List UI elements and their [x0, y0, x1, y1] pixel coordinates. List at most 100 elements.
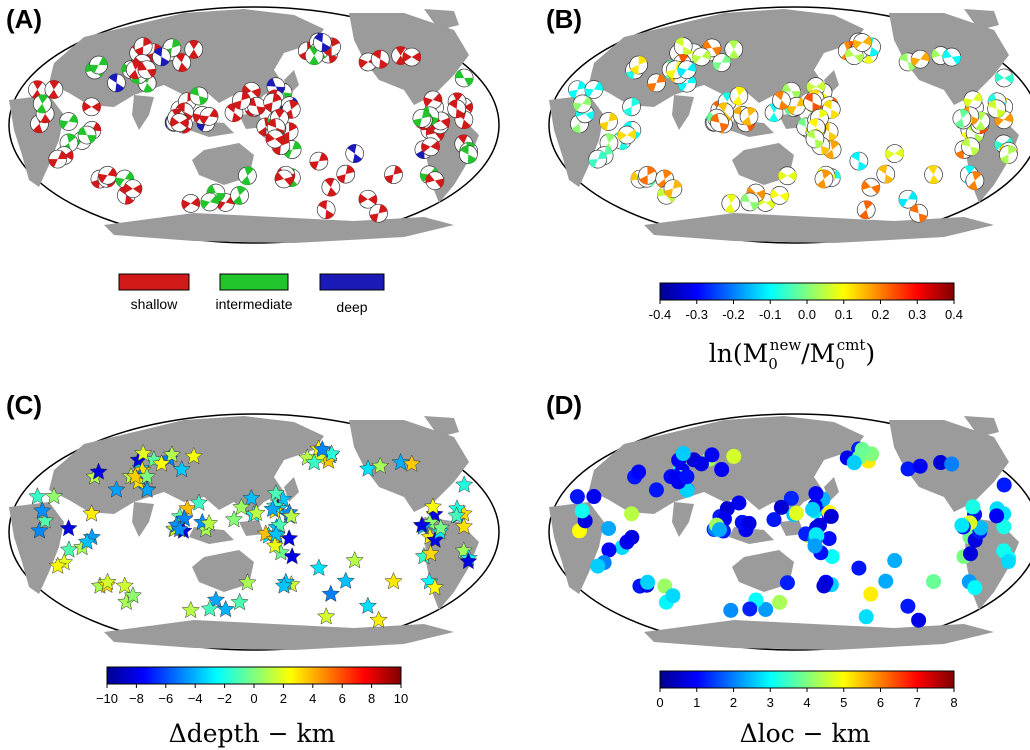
star-marker	[242, 488, 261, 507]
beachball-marker	[238, 166, 257, 186]
colorbar-tick-label: 0	[656, 695, 663, 710]
beachball-marker	[963, 90, 983, 110]
star-marker	[123, 586, 143, 604]
circle-marker	[963, 546, 979, 562]
beachball-marker	[942, 47, 962, 67]
beachball-marker	[384, 165, 403, 184]
colorbar-tick-label: 8	[368, 691, 375, 706]
beachball-marker	[910, 49, 930, 69]
circle-marker	[965, 499, 981, 515]
beachball-marker	[814, 169, 834, 189]
circle-marker	[944, 456, 960, 472]
star-marker	[35, 511, 55, 529]
colorbar-b: -0.4 -0.3 -0.2 -0.1 0.0 0.1 0.2 0.3 0.4 ln(M0new…	[649, 282, 963, 373]
star-marker	[181, 600, 200, 619]
beachball-marker	[181, 194, 201, 213]
colorbar-tick-label: 8	[950, 695, 957, 710]
circle-marker	[569, 489, 585, 505]
star-marker	[230, 592, 249, 611]
star-marker	[238, 573, 257, 591]
colorbar-c: −10 −8 −6 −4 −2 0 2 4 6 8 10 Δdepth − km	[96, 666, 408, 748]
circle-marker	[900, 598, 916, 614]
star-marker	[391, 452, 410, 471]
beachball-marker	[309, 151, 329, 171]
star-marker	[184, 446, 203, 465]
star-marker	[59, 540, 79, 558]
beachball-marker	[59, 112, 78, 131]
beachball-marker	[137, 60, 157, 80]
beachball-marker	[336, 164, 356, 184]
beachball-marker	[852, 33, 872, 52]
star-marker	[170, 519, 189, 538]
beachball-marker	[987, 99, 1006, 119]
colorbar-c-label: Δdepth − km	[169, 719, 336, 748]
map-a	[8, 6, 500, 244]
beachball-marker	[924, 165, 943, 184]
beachball-marker	[803, 92, 822, 112]
star-marker	[152, 454, 171, 472]
beachball-marker	[402, 47, 422, 67]
beachball-marker	[729, 86, 749, 106]
beachball-marker	[961, 137, 980, 157]
circle-marker	[601, 521, 617, 537]
beachball-marker	[885, 144, 905, 163]
map-d	[548, 413, 1030, 651]
star-marker	[178, 499, 197, 517]
star-marker	[189, 493, 209, 511]
star-marker	[206, 590, 226, 608]
beachball-marker	[677, 60, 697, 80]
beachball-marker	[663, 179, 683, 199]
colorbar-tick-label: 0.2	[871, 307, 889, 322]
colorbar-tick-label: 6	[877, 695, 884, 710]
beachball-marker	[739, 107, 759, 126]
colorbar-tick-label: −8	[129, 691, 144, 706]
star-marker	[59, 518, 78, 537]
circle-marker	[967, 580, 983, 596]
circle-marker	[954, 517, 970, 533]
beachball-marker	[849, 151, 869, 171]
colorbar-tick-label: −2	[217, 691, 232, 706]
panel-c-label: (C)	[6, 390, 43, 420]
circle-marker	[912, 458, 928, 474]
star-marker	[345, 550, 364, 569]
circle-marker	[640, 574, 656, 590]
legend-intermediate-label: intermediate	[215, 296, 292, 312]
beachball-marker	[421, 137, 440, 157]
colorbar-tick-label: 5	[840, 695, 847, 710]
circle-marker	[779, 575, 795, 591]
beachball-marker	[673, 37, 693, 56]
colorbar-tick-label: -0.1	[759, 307, 781, 322]
star-marker	[200, 599, 220, 617]
colorbar-tick-label: 4	[803, 695, 810, 710]
circle-marker	[807, 538, 823, 554]
star-marker	[115, 576, 134, 594]
map-b	[548, 6, 1030, 244]
beachball-marker	[622, 97, 641, 117]
circle-marker	[788, 505, 804, 521]
star-marker	[137, 467, 157, 485]
star-marker	[309, 558, 329, 576]
circle-marker	[601, 542, 617, 558]
beachball-marker	[998, 145, 1018, 164]
star-marker	[313, 439, 332, 458]
beachball-marker	[772, 91, 791, 110]
circle-marker	[858, 609, 874, 625]
circle-marker	[574, 503, 590, 519]
star-marker	[279, 528, 299, 547]
circle-marker	[704, 447, 720, 463]
map-c	[8, 413, 500, 651]
circle-marker	[675, 446, 691, 462]
beachball-marker	[572, 94, 592, 114]
beachball-marker	[265, 129, 285, 149]
star-marker	[232, 497, 251, 516]
circle-marker	[723, 602, 739, 618]
panel-a-label: (A)	[6, 4, 43, 34]
star-marker	[162, 445, 182, 463]
colorbar-tick-label: −10	[96, 691, 118, 706]
beachball-marker	[77, 125, 97, 145]
beachball-marker	[778, 166, 797, 186]
beachball-marker	[425, 171, 445, 191]
circle-marker	[808, 527, 824, 543]
beachball-marker	[345, 144, 365, 163]
beachball-marker	[617, 125, 637, 145]
